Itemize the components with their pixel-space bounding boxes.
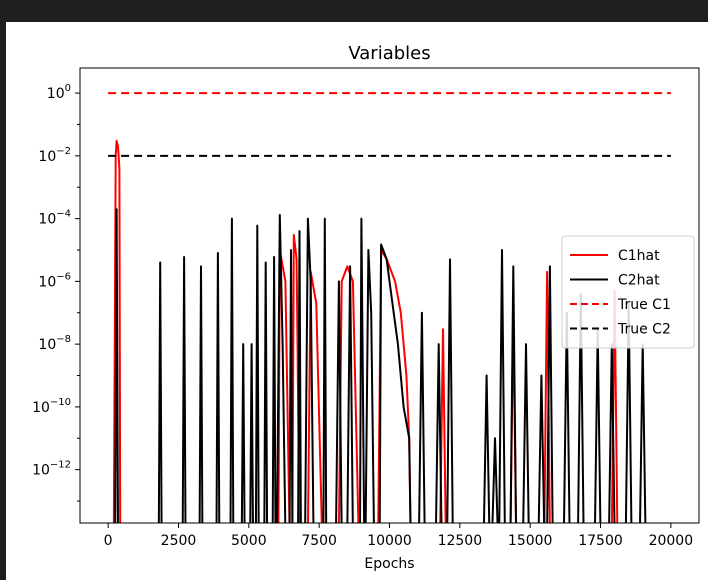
y-tick-label: 10−10 (32, 397, 71, 416)
legend-label: C2hat (618, 273, 660, 289)
y-tick-label: 10−6 (38, 271, 71, 290)
legend: C1hat C2hat True C1 True C2 (561, 235, 695, 349)
x-tick-label: 15000 (508, 533, 553, 549)
y-ticks: 100 10−2 10−4 10−6 10−8 10−10 10−12 (32, 83, 80, 502)
x-ticks: 0 2500 5000 7500 10000 12500 15000 17500 20000 (104, 523, 693, 549)
x-axis-label: Epochs (364, 556, 414, 572)
plot-area (108, 92, 671, 523)
x-tick-label: 20000 (649, 533, 694, 549)
chart-title: Variables (348, 43, 430, 64)
x-tick-label: 5000 (231, 533, 267, 549)
legend-label: C1hat (618, 248, 660, 264)
y-tick-label: 10−8 (38, 334, 71, 353)
y-tick-label: 10−12 (32, 460, 71, 479)
y-tick-label: 10−2 (38, 146, 71, 165)
x-tick-label: 2500 (161, 533, 197, 549)
x-tick-label: 10000 (367, 533, 412, 549)
series-line-2 (114, 208, 647, 523)
x-tick-label: 7500 (301, 533, 337, 549)
x-tick-label: 12500 (438, 533, 483, 549)
x-tick-label: 17500 (578, 533, 623, 549)
y-tick-label: 10−4 (38, 209, 71, 228)
x-tick-label: 0 (104, 533, 113, 549)
legend-label: True C2 (617, 322, 671, 338)
legend-label: True C1 (617, 297, 671, 313)
y-tick-label: 100 (47, 83, 71, 102)
chart: Variables 0 2500 5000 7500 10000 12500 15000 17… (32, 43, 700, 572)
figure: Variables 0 2500 5000 7500 10000 12500 15000 17… (6, 22, 708, 580)
legend-box (561, 235, 695, 349)
